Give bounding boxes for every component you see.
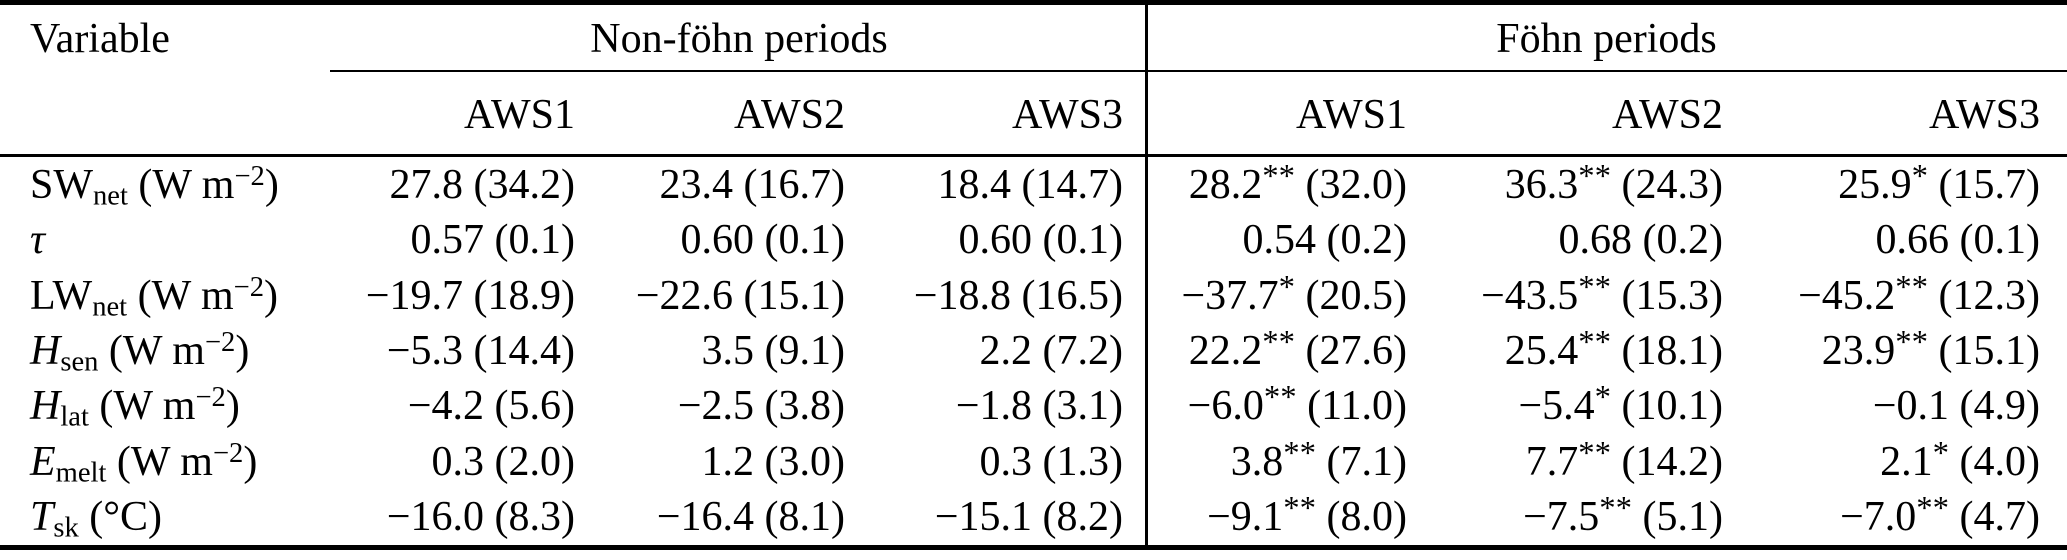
group-header-foehn-label: Föhn periods	[1496, 15, 1717, 62]
column-header-aws1-foehn: AWS1	[1146, 72, 1407, 157]
column-header-label: AWS3	[1012, 91, 1123, 138]
data-cell: −0.1 (4.9)	[1872, 383, 2040, 430]
row-label: SWnet (W m−2)	[30, 160, 279, 211]
header-divider-rule	[0, 154, 2067, 157]
data-cell: 25.9* (15.7)	[1838, 158, 2040, 208]
column-header-aws2-foehn: AWS2	[1407, 72, 1723, 157]
group-header-non-foehn-label: Non-föhn periods	[590, 15, 888, 62]
data-cell: 25.4** (18.1)	[1504, 324, 1723, 374]
data-cell: −16.0 (8.3)	[386, 494, 575, 541]
column-header-label: AWS1	[1296, 91, 1407, 138]
empty-corner-cell	[0, 72, 332, 157]
column-header-aws3-foehn: AWS3	[1723, 72, 2067, 157]
data-cell: −45.2** (12.3)	[1798, 269, 2040, 319]
data-cell: 0.68 (0.2)	[1558, 217, 1723, 264]
data-cell: 7.7** (14.2)	[1525, 435, 1723, 485]
column-group-divider	[1145, 5, 1148, 545]
data-cell: 1.2 (3.0)	[701, 438, 845, 485]
column-header-label: AWS1	[464, 91, 575, 138]
data-cell: 3.8** (7.1)	[1230, 435, 1407, 485]
data-cell: 0.66 (0.1)	[1875, 217, 2040, 264]
data-cell: 2.2 (7.2)	[979, 327, 1123, 374]
data-cell: −18.8 (16.5)	[913, 272, 1123, 319]
data-cell: 0.3 (2.0)	[431, 438, 575, 485]
column-header-label: AWS3	[1929, 91, 2040, 138]
data-cell: 2.1* (4.0)	[1880, 435, 2040, 485]
row-label: Hlat (W m−2)	[30, 382, 240, 433]
data-cell: 22.2** (27.6)	[1188, 324, 1407, 374]
column-header-variable-label: Variable	[30, 15, 170, 62]
data-cell: −5.3 (14.4)	[386, 327, 575, 374]
column-header-label: AWS2	[734, 91, 845, 138]
data-cell: −7.5** (5.1)	[1523, 490, 1723, 541]
group-spanner-rule	[330, 70, 2067, 72]
data-cell: −19.7 (18.9)	[365, 272, 575, 319]
data-cell: 27.8 (34.2)	[389, 161, 575, 208]
data-table: Variable Non-föhn periods Föhn periods A…	[0, 5, 2067, 545]
data-cell: −15.1 (8.2)	[934, 494, 1123, 541]
data-cell: 0.60 (0.1)	[680, 217, 845, 264]
table-top-rule	[0, 0, 2067, 5]
data-cell: −4.2 (5.6)	[407, 383, 575, 430]
data-cell: 0.54 (0.2)	[1242, 217, 1407, 264]
data-cell: −37.7* (20.5)	[1181, 269, 1407, 319]
data-cell: −2.5 (3.8)	[677, 383, 845, 430]
data-cell: −6.0** (11.0)	[1187, 379, 1407, 430]
table-bottom-rule	[0, 545, 2067, 550]
data-cell: −7.0** (4.7)	[1840, 490, 2040, 541]
data-cell: −22.6 (15.1)	[635, 272, 845, 319]
column-header-label: AWS2	[1612, 91, 1723, 138]
data-cell: −16.4 (8.1)	[656, 494, 845, 541]
group-header-foehn: Föhn periods	[1146, 5, 2067, 72]
data-cell: 28.2** (32.0)	[1188, 158, 1407, 208]
data-cell: 36.3** (24.3)	[1504, 158, 1723, 208]
data-cell: 18.4 (14.7)	[937, 161, 1123, 208]
data-cell: 23.4 (16.7)	[659, 161, 845, 208]
row-label: LWnet (W m−2)	[30, 271, 278, 322]
data-cell: 0.60 (0.1)	[958, 217, 1123, 264]
data-cell: 0.3 (1.3)	[979, 438, 1123, 485]
data-cell: −1.8 (3.1)	[955, 383, 1123, 430]
column-header-aws1-nonfoehn: AWS1	[332, 72, 575, 157]
column-header-variable: Variable	[0, 5, 332, 72]
data-cell: −43.5** (15.3)	[1481, 269, 1723, 319]
group-header-non-foehn: Non-föhn periods	[332, 5, 1146, 72]
row-label: Tsk (°C)	[30, 494, 163, 544]
column-header-aws3-nonfoehn: AWS3	[845, 72, 1146, 157]
row-label: τ	[30, 217, 46, 264]
data-cell: 0.57 (0.1)	[410, 217, 575, 264]
data-cell: −5.4* (10.1)	[1518, 379, 1723, 430]
data-cell: 23.9** (15.1)	[1821, 324, 2040, 374]
row-label: Emelt (W m−2)	[30, 437, 258, 489]
column-header-aws2-nonfoehn: AWS2	[575, 72, 845, 157]
data-cell: 3.5 (9.1)	[701, 327, 845, 374]
data-cell: −9.1** (8.0)	[1207, 490, 1407, 541]
row-label: Hsen (W m−2)	[30, 327, 250, 378]
